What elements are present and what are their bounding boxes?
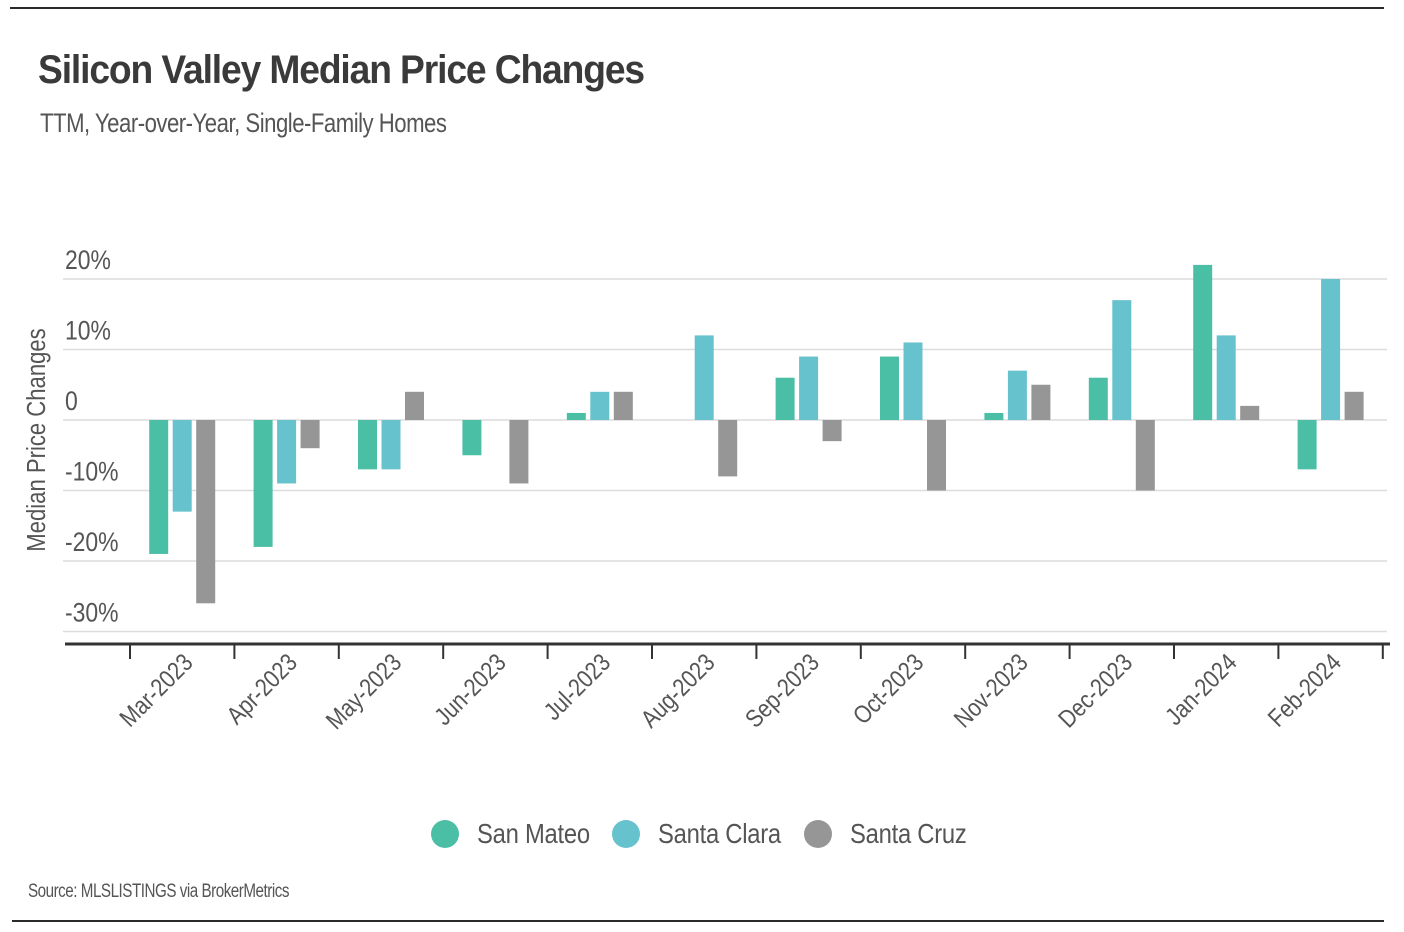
y-axis-title: Median Price Changes [22, 328, 51, 551]
bar-santa-cruz-sep-2023 [822, 420, 842, 442]
source-note: Source: MLSLISTINGS via BrokerMetrics [28, 881, 289, 902]
x-tick-label: May-2023 [320, 648, 407, 735]
top-rule [10, 7, 1384, 9]
bar-san-mateo-may-2023 [358, 420, 377, 470]
legend-swatch-san-mateo [430, 820, 459, 848]
chart-title: Silicon Valley Median Price Changes [38, 48, 645, 92]
bar-santa-cruz-oct-2023 [927, 420, 946, 491]
bar-santa-cruz-nov-2023 [1031, 384, 1051, 420]
x-tick-label: Jun-2023 [429, 648, 511, 730]
bar-santa-clara-dec-2023 [1112, 300, 1132, 420]
bar-santa-clara-mar-2023 [172, 420, 192, 512]
y-tick-label: -20% [65, 527, 119, 557]
x-tick-label: Aug-2023 [635, 648, 720, 733]
y-tick-label: 10% [65, 316, 111, 346]
bar-san-mateo-oct-2023 [880, 356, 899, 420]
bar-santa-clara-feb-2024 [1321, 279, 1341, 420]
x-tick-label: Feb-2024 [1262, 648, 1346, 732]
legend-item-san-mateo[interactable]: San Mateo [430, 818, 596, 850]
bar-santa-clara-jul-2023 [590, 391, 610, 420]
legend-swatch-santa-clara [611, 820, 640, 848]
bar-santa-clara-nov-2023 [1007, 370, 1027, 420]
y-tick-label: 0 [65, 386, 78, 416]
y-tick-label: 20% [65, 245, 111, 275]
bar-san-mateo-sep-2023 [775, 377, 795, 420]
x-tick-label: Dec-2023 [1053, 648, 1138, 733]
legend-item-santa-cruz[interactable]: Santa Cruz [804, 818, 973, 850]
x-axis: Mar-2023 Apr-2023 May-2023 Jun-2023 Jul-2023… [65, 642, 1390, 735]
bar-santa-clara-may-2023 [381, 420, 401, 470]
y-axis-ticks: 20% 10% 0 -10% -20% -30% [65, 245, 119, 628]
bar-santa-cruz-jul-2023 [613, 391, 633, 420]
x-tick-label: Jan-2024 [1160, 648, 1242, 730]
bar-santa-cruz-mar-2023 [196, 420, 216, 604]
y-tick-label: -30% [65, 598, 119, 628]
bar-santa-cruz-apr-2023 [300, 420, 320, 449]
bar-san-mateo-jan-2024 [1193, 264, 1213, 420]
bar-san-mateo-nov-2023 [984, 412, 1004, 420]
bars [149, 264, 1364, 604]
x-tick-label: Jul-2023 [538, 648, 615, 725]
bar-san-mateo-feb-2024 [1297, 420, 1317, 470]
bar-santa-clara-apr-2023 [277, 420, 297, 484]
legend: San Mateo Santa Clara Santa Cruz [0, 818, 1404, 850]
legend-label: Santa Clara [657, 818, 781, 849]
legend-label: Santa Cruz [850, 818, 967, 849]
bar-santa-cruz-aug-2023 [718, 420, 738, 477]
chart-subtitle: TTM, Year-over-Year, Single-Family Homes [40, 108, 447, 138]
bar-santa-cruz-may-2023 [405, 391, 424, 420]
bar-santa-cruz-jun-2023 [509, 420, 529, 484]
x-tick-label: Sep-2023 [739, 648, 824, 733]
bar-santa-clara-jan-2024 [1216, 335, 1236, 420]
bar-san-mateo-jul-2023 [566, 412, 586, 420]
bar-san-mateo-apr-2023 [253, 420, 273, 547]
x-tick-label: Nov-2023 [948, 648, 1033, 733]
bar-chart: 20% 10% 0 -10% -20% -30% Mar-2023 Apr-2023 May-… [22, 245, 1390, 735]
bar-santa-cruz-feb-2024 [1344, 391, 1364, 420]
legend-swatch-santa-cruz [804, 820, 833, 848]
bar-santa-clara-oct-2023 [903, 342, 923, 420]
legend-label: San Mateo [476, 818, 590, 849]
x-tick-label: Mar-2023 [114, 648, 198, 732]
bar-san-mateo-mar-2023 [149, 420, 169, 554]
legend-item-santa-clara[interactable]: Santa Clara [611, 818, 789, 850]
x-tick-label: Apr-2023 [221, 648, 303, 730]
bar-santa-clara-sep-2023 [799, 356, 819, 420]
x-tick-label: Oct-2023 [847, 648, 929, 730]
bar-santa-cruz-dec-2023 [1135, 420, 1155, 491]
bar-san-mateo-dec-2023 [1088, 377, 1108, 420]
bar-santa-cruz-jan-2024 [1240, 405, 1260, 420]
bottom-rule [12, 920, 1384, 922]
bar-san-mateo-jun-2023 [462, 420, 482, 456]
y-tick-label: -10% [65, 457, 119, 487]
bar-santa-clara-aug-2023 [694, 335, 714, 420]
